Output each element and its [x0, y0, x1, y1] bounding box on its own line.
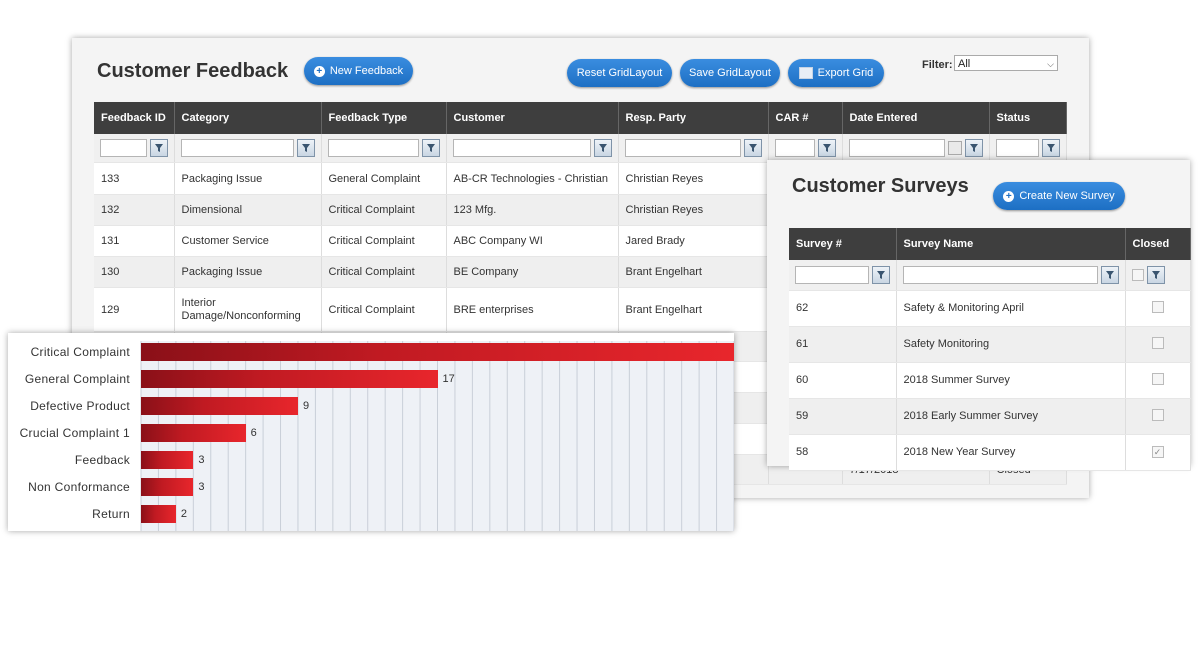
value-label: 3 — [198, 481, 205, 493]
value-label: 17 — [442, 373, 455, 385]
filter-icon[interactable] — [149, 139, 168, 157]
column-header[interactable]: Survey Name — [896, 228, 1126, 260]
category-label: Defective Product — [30, 399, 130, 413]
column-header[interactable]: Resp. Party — [618, 102, 769, 134]
value-label: 2 — [180, 508, 187, 520]
plus-icon: + — [313, 65, 325, 77]
category-label: Crucial Complaint 1 — [19, 426, 130, 440]
column-header[interactable]: Category — [174, 102, 322, 134]
column-header[interactable]: Date Entered — [842, 102, 990, 134]
survey-id: 60 — [789, 362, 897, 399]
filter-input[interactable] — [848, 139, 945, 157]
filter-input[interactable] — [452, 139, 591, 157]
bar[interactable] — [141, 370, 438, 388]
reset-gridlayout-button[interactable]: Reset GridLayout — [567, 59, 672, 87]
survey-row[interactable]: 60 2018 Summer Survey — [789, 362, 1191, 399]
filter-input[interactable] — [180, 139, 294, 157]
filter-icon[interactable] — [964, 139, 983, 157]
survey-row[interactable]: 59 2018 Early Summer Survey — [789, 398, 1191, 435]
category-label: Non Conformance — [28, 480, 130, 494]
filter-icon[interactable] — [593, 139, 612, 157]
value-label: 9 — [302, 400, 310, 412]
filter-input[interactable] — [995, 139, 1039, 157]
column-header[interactable]: Survey # — [789, 228, 897, 260]
filter-input[interactable] — [795, 265, 869, 284]
closed-checkbox[interactable] — [1151, 408, 1164, 421]
create-new-survey-button[interactable]: + Create New Survey — [993, 182, 1125, 210]
survey-name: Safety Monitoring — [896, 326, 1126, 363]
value-label: 6 — [250, 427, 257, 439]
column-header[interactable]: Feedback ID — [94, 102, 175, 134]
surveys-title: Customer Surveys — [792, 175, 969, 197]
bar[interactable] — [141, 478, 194, 496]
filter-icon[interactable] — [743, 139, 762, 157]
survey-id: 59 — [789, 398, 897, 435]
survey-name: 2018 Summer Survey — [896, 362, 1126, 399]
bar[interactable] — [141, 397, 298, 415]
filter-input[interactable] — [100, 139, 147, 157]
filter-row — [789, 260, 1191, 291]
category-label: Feedback — [74, 453, 130, 467]
filter-icon[interactable] — [817, 139, 836, 157]
closed-filter-checkbox[interactable] — [1131, 268, 1144, 281]
chevron-down-icon: ⌵ — [1047, 59, 1054, 69]
filter-icon[interactable] — [871, 265, 890, 284]
surveys-table: Survey # Survey Name Closed 62 Safety & M… — [789, 228, 1191, 471]
column-header[interactable]: Customer — [446, 102, 619, 134]
filter-input[interactable] — [902, 265, 1098, 284]
filter-icon[interactable] — [1146, 265, 1165, 284]
survey-id: 61 — [789, 326, 897, 363]
bar[interactable] — [141, 424, 246, 442]
closed-checkbox[interactable]: ✓ — [1151, 446, 1164, 458]
bar[interactable] — [141, 451, 194, 469]
column-header[interactable]: Closed — [1125, 228, 1191, 260]
new-feedback-button[interactable]: + New Feedback — [304, 57, 413, 85]
filter-input[interactable] — [624, 139, 741, 157]
filter-input[interactable] — [327, 139, 419, 157]
calendar-icon[interactable] — [947, 141, 962, 155]
feedback-title: Customer Feedback — [97, 60, 289, 82]
closed-checkbox[interactable] — [1151, 336, 1164, 349]
survey-name: 2018 Early Summer Survey — [896, 398, 1126, 435]
filter-select[interactable]: All ⌵ — [954, 55, 1058, 71]
filter-input[interactable] — [774, 139, 815, 157]
closed-checkbox[interactable] — [1151, 300, 1164, 313]
customer-surveys-panel: Customer Surveys + Create New Survey Surv… — [767, 160, 1191, 471]
category-label: Critical Complaint — [30, 345, 130, 359]
export-icon — [798, 67, 813, 79]
filter-icon[interactable] — [1041, 139, 1060, 157]
survey-name: 2018 New Year Survey — [896, 434, 1126, 471]
surveys-table-body: 62 Safety & Monitoring April 61 Safety Moni… — [789, 290, 1191, 471]
filter-label: Filter: — [922, 59, 953, 71]
value-label: 3 — [198, 454, 205, 466]
category-label: General Complaint — [24, 372, 130, 386]
survey-row[interactable]: 62 Safety & Monitoring April — [789, 290, 1191, 327]
filter-row — [94, 134, 1067, 163]
survey-name: Safety & Monitoring April — [896, 290, 1126, 327]
bar[interactable] — [141, 343, 734, 361]
feedback-type-chart: Critical Complaint General Complaint 17 Def… — [8, 333, 734, 531]
filter-icon[interactable] — [296, 139, 315, 157]
category-label: Return — [92, 507, 130, 521]
survey-row[interactable]: 58 2018 New Year Survey ✓ — [789, 434, 1191, 471]
filter-icon[interactable] — [1100, 265, 1119, 284]
column-header[interactable]: CAR # — [768, 102, 843, 134]
column-header[interactable]: Status — [989, 102, 1067, 134]
survey-id: 58 — [789, 434, 897, 471]
filter-icon[interactable] — [421, 139, 440, 157]
survey-row[interactable]: 61 Safety Monitoring — [789, 326, 1191, 363]
plus-icon: + — [1003, 190, 1015, 202]
save-gridlayout-button[interactable]: Save GridLayout — [680, 59, 780, 87]
closed-checkbox[interactable] — [1151, 372, 1164, 385]
column-header[interactable]: Feedback Type — [321, 102, 447, 134]
survey-id: 62 — [789, 290, 897, 327]
bar[interactable] — [141, 505, 176, 523]
export-grid-button[interactable]: Export Grid — [788, 59, 884, 87]
